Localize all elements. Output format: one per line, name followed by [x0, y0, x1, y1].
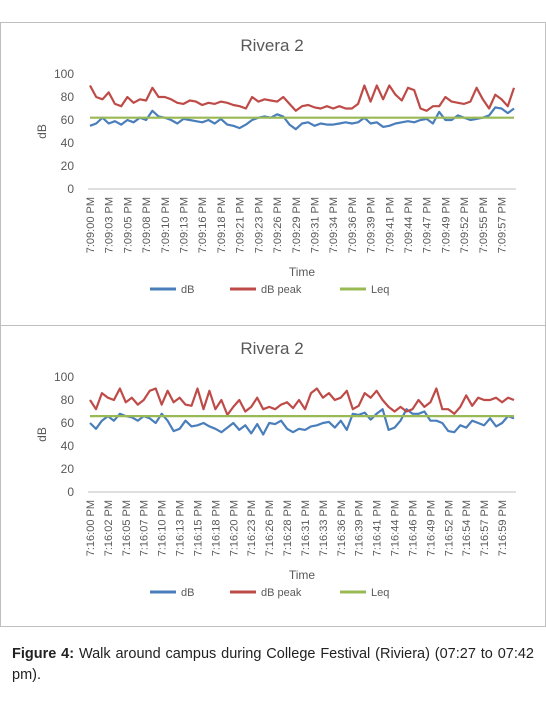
- x-tick-label: 7:16:46 PM: [407, 500, 419, 556]
- x-tick-label: 7:09:39 PM: [366, 197, 378, 253]
- y-tick-label: 60: [61, 416, 75, 430]
- legend-label: dB peak: [261, 587, 302, 599]
- x-tick-label: 7:09:34 PM: [328, 197, 340, 253]
- x-tick-label: 7:16:44 PM: [390, 500, 402, 556]
- legend-label: dB: [181, 587, 194, 599]
- x-tick-label: 7:16:15 PM: [192, 500, 204, 556]
- y-tick-label: 40: [61, 439, 75, 453]
- legend-label: dB: [181, 284, 194, 296]
- y-tick-label: 100: [54, 370, 74, 384]
- x-tick-label: 7:09:10 PM: [160, 197, 172, 253]
- x-tick-label: 7:16:05 PM: [121, 500, 133, 556]
- x-tick-label: 7:16:26 PM: [264, 500, 276, 556]
- figure: Rivera 2 dB 0 20 40 60 80 100 7:09:00 PM 7:09:03 …: [0, 22, 546, 627]
- series-line: [89, 408, 515, 436]
- x-tick-label: 7:16:28 PM: [282, 500, 294, 556]
- x-tick-label: 7:09:08 PM: [141, 197, 153, 253]
- y-axis-label: dB: [35, 124, 49, 139]
- x-tick-label: 7:09:18 PM: [216, 197, 228, 253]
- x-tick-label: 7:16:49 PM: [425, 500, 437, 556]
- y-tick-label: 0: [67, 485, 74, 499]
- legend-label: dB peak: [261, 284, 302, 296]
- y-tick-label: 40: [61, 136, 75, 150]
- y-axis-label: dB: [35, 427, 49, 442]
- x-tick-label: 7:09:31 PM: [309, 197, 321, 253]
- y-tick-label: 60: [61, 113, 75, 127]
- x-tick-label: 7:09:05 PM: [122, 197, 134, 253]
- x-tick-label: 7:16:52 PM: [443, 500, 455, 556]
- x-tick-label: 7:16:02 PM: [103, 500, 115, 556]
- caption-text: Walk around campus during College Festiv…: [12, 646, 534, 683]
- legend-label: Leq: [371, 284, 389, 296]
- x-tick-label: 7:09:52 PM: [459, 197, 471, 253]
- x-tick-label: 7:09:57 PM: [497, 197, 509, 253]
- x-tick-label: 7:16:18 PM: [210, 500, 222, 556]
- x-tick-label: 7:09:26 PM: [272, 197, 284, 253]
- x-tick-label: 7:16:41 PM: [372, 500, 384, 556]
- x-tick-label: 7:09:41 PM: [384, 197, 396, 253]
- legend-label: Leq: [371, 587, 389, 599]
- x-tick-label: 7:16:33 PM: [318, 500, 330, 556]
- x-tick-label: 7:16:57 PM: [479, 500, 491, 556]
- x-tick-label: 7:16:54 PM: [461, 500, 473, 556]
- y-tick-label: 20: [61, 159, 75, 173]
- y-tick-label: 80: [61, 393, 75, 407]
- x-tick-label: 7:09:47 PM: [422, 197, 434, 253]
- x-tick-label: 7:16:59 PM: [497, 500, 509, 556]
- x-tick-label: 7:16:36 PM: [336, 500, 348, 556]
- series-line: [89, 387, 515, 416]
- y-tick-label: 100: [54, 67, 74, 81]
- x-tick-label: 7:09:49 PM: [440, 197, 452, 253]
- x-tick-label: 7:16:39 PM: [354, 500, 366, 556]
- x-tick-label: 7:09:00 PM: [85, 197, 97, 253]
- x-axis-label: Time: [289, 568, 316, 582]
- x-tick-label: 7:16:07 PM: [139, 500, 151, 556]
- x-tick-label: 7:16:23 PM: [246, 500, 258, 556]
- x-tick-label: 7:09:36 PM: [347, 197, 359, 253]
- y-tick-label: 20: [61, 462, 75, 476]
- chart-title: Rivera 2: [240, 36, 303, 55]
- caption: Figure 4: Walk around campus during Coll…: [12, 644, 534, 686]
- x-tick-label: 7:16:20 PM: [228, 500, 240, 556]
- x-tick-label: 7:09:29 PM: [291, 197, 303, 253]
- x-tick-label: 7:16:31 PM: [300, 500, 312, 556]
- x-tick-label: 7:16:00 PM: [85, 500, 97, 556]
- chart-title: Rivera 2: [240, 339, 303, 358]
- y-tick-label: 80: [61, 90, 75, 104]
- x-tick-label: 7:09:21 PM: [235, 197, 247, 253]
- caption-label: Figure 4:: [12, 646, 75, 662]
- y-tick-label: 0: [67, 182, 74, 196]
- x-tick-label: 7:09:44 PM: [403, 197, 415, 253]
- x-tick-label: 7:09:55 PM: [478, 197, 490, 253]
- x-tick-label: 7:09:23 PM: [253, 197, 265, 253]
- x-tick-label: 7:09:13 PM: [179, 197, 191, 253]
- x-tick-label: 7:16:10 PM: [157, 500, 169, 556]
- x-tick-label: 7:09:03 PM: [104, 197, 116, 253]
- x-tick-label: 7:16:13 PM: [175, 500, 187, 556]
- series-line: [89, 84, 516, 112]
- x-axis-label: Time: [289, 265, 316, 279]
- x-tick-label: 7:09:16 PM: [197, 197, 209, 253]
